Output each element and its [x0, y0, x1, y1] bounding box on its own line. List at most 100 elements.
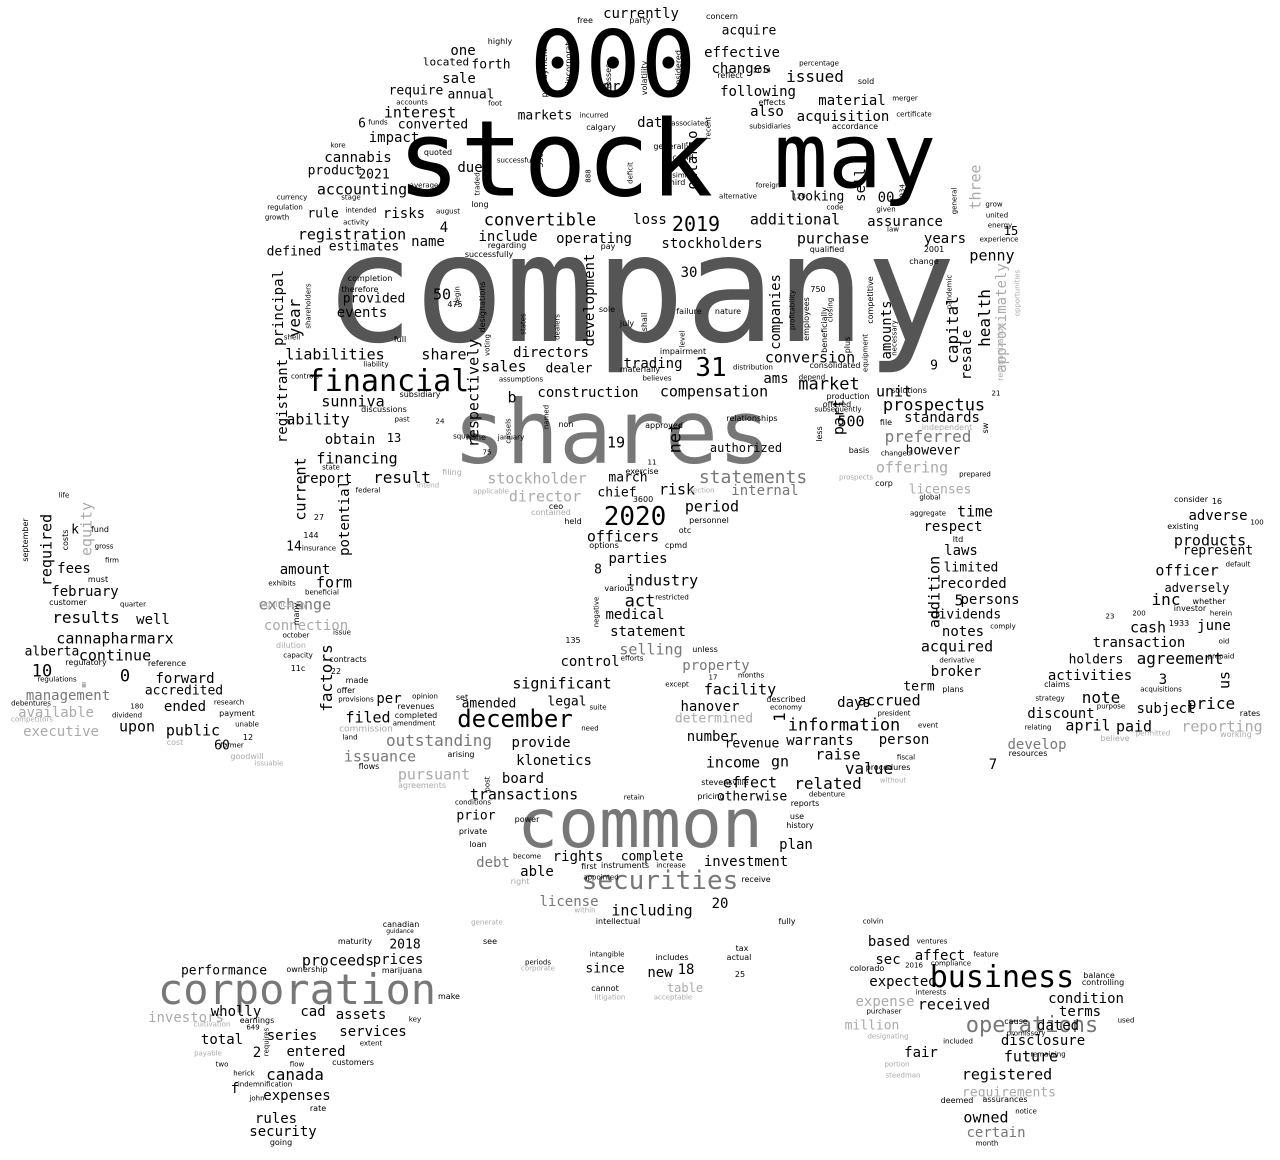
word-cloud-word: pay [600, 242, 616, 251]
word-cloud-word: product [307, 163, 363, 179]
word-cloud-word: july [619, 319, 635, 328]
word-cloud-word: 1934 [898, 184, 907, 202]
word-cloud-word: however [905, 443, 961, 459]
word-cloud-word: foot [488, 99, 502, 108]
word-cloud-word: impairment [659, 347, 707, 356]
word-cloud-word: investment [703, 854, 789, 870]
word-cloud-word: requires [262, 1027, 271, 1057]
word-cloud-word: effects [758, 98, 786, 107]
word-cloud-word: consolidated [809, 361, 861, 370]
word-cloud-word: claims [1044, 680, 1070, 689]
word-cloud-word: income [705, 753, 761, 772]
word-cloud-word: sole [598, 305, 616, 314]
word-cloud-word: industry [625, 571, 699, 590]
word-cloud-word: customer [49, 598, 87, 607]
word-cloud-word: successfully [464, 250, 514, 259]
word-cloud-word: agreement [1136, 649, 1224, 668]
word-cloud-word: ams [763, 371, 789, 387]
word-cloud-word: certificate [896, 110, 932, 119]
word-cloud-word: transactions [469, 785, 579, 804]
word-cloud-word: market [798, 374, 860, 395]
word-cloud-word: 180 [130, 702, 144, 711]
word-cloud-word: results [52, 608, 120, 627]
word-cloud-word: relationships [726, 414, 778, 423]
word-cloud-word: filing [442, 468, 462, 477]
word-cloud-word: registrant [275, 358, 291, 444]
word-cloud-word: notice [1015, 1107, 1037, 1116]
word-cloud-word: company [323, 203, 957, 377]
word-cloud-word: see [482, 937, 498, 946]
word-cloud-word: beneficial [305, 588, 339, 597]
word-cloud-word: changed [880, 449, 912, 458]
word-cloud-word: balance [1083, 971, 1115, 980]
word-cloud-word: limited [943, 560, 999, 576]
word-cloud-word: costs [61, 529, 70, 551]
word-cloud-word: internal [731, 483, 799, 499]
word-cloud-word: alberta [24, 644, 80, 660]
word-cloud-word: land [342, 733, 358, 742]
word-cloud-word: prospectus [882, 395, 986, 416]
word-cloud-word: medical [605, 607, 665, 623]
word-cloud-word: 11 [647, 458, 657, 467]
word-cloud-word: procedures [865, 763, 911, 772]
word-cloud-word: generally [653, 142, 691, 151]
word-cloud-word: dividends [930, 607, 1002, 623]
word-cloud-word: retain [623, 793, 645, 802]
word-cloud-word: recorded [939, 576, 1007, 592]
word-cloud-word: 649 [246, 1023, 260, 1032]
word-cloud-word: table [666, 981, 704, 995]
word-cloud-word: comply [990, 622, 1016, 631]
word-cloud-word: completion [347, 274, 393, 283]
word-cloud-word: grow [985, 200, 1003, 209]
word-cloud-word: 16 [1211, 497, 1223, 506]
word-cloud-word: none [466, 433, 486, 442]
word-cloud-word: highly [487, 37, 513, 46]
word-cloud-word: recent [704, 116, 713, 140]
word-cloud-word: converted [397, 117, 469, 133]
word-cloud-word: working [1220, 730, 1252, 739]
word-cloud-word: held [564, 517, 582, 526]
word-cloud-word: sell [853, 168, 869, 202]
word-cloud-word: develop [1007, 737, 1067, 753]
word-cloud-word: facility [703, 680, 777, 699]
word-cloud-word: investor [1173, 604, 1207, 613]
word-cloud-word: performance [180, 963, 268, 979]
word-cloud-word: global [919, 493, 941, 502]
word-cloud-word: herick [233, 1069, 255, 1078]
word-cloud-word: depend [798, 373, 826, 382]
word-cloud-word: private [458, 827, 488, 836]
word-cloud-word: average [409, 181, 439, 190]
word-cloud-word: include [478, 229, 538, 245]
word-cloud-word: revenues [397, 702, 435, 711]
word-cloud-word: use [789, 812, 805, 821]
word-cloud-word: able [520, 864, 554, 880]
word-cloud-word: current [291, 457, 310, 521]
word-cloud-word: appointed [583, 873, 619, 882]
word-cloud-word: statement [610, 624, 686, 640]
word-cloud-word: impact [368, 130, 420, 146]
word-cloud-word: inc [1151, 590, 1181, 609]
word-cloud-word: included [943, 1037, 973, 1046]
word-cloud-word: complete [620, 849, 684, 865]
word-cloud-word: notes [941, 624, 985, 640]
word-cloud-word: 2001 [923, 245, 945, 254]
word-cloud-word: includes [655, 953, 689, 962]
word-cloud-word: markets [517, 108, 573, 124]
word-cloud-word: 1 [770, 712, 789, 722]
word-cloud-word: deficit [626, 162, 635, 184]
word-cloud-word: 17 [708, 673, 718, 682]
word-cloud-word: purpose [1096, 702, 1126, 711]
word-cloud-word: 20 [711, 896, 729, 912]
word-cloud-word: convertible [483, 210, 597, 231]
word-cloud-word: result [373, 468, 431, 487]
word-cloud-word: oid [1218, 637, 1230, 646]
word-cloud-word: affect [914, 948, 966, 964]
word-cloud-word: price [1186, 694, 1236, 713]
word-cloud-word: solutions [891, 386, 927, 395]
word-cloud-word: located [422, 55, 470, 69]
word-cloud-word: license [539, 894, 599, 910]
word-cloud-word: otherwise [716, 789, 788, 805]
word-cloud-word: ended [163, 699, 207, 715]
word-cloud-word: 18 [677, 962, 695, 978]
